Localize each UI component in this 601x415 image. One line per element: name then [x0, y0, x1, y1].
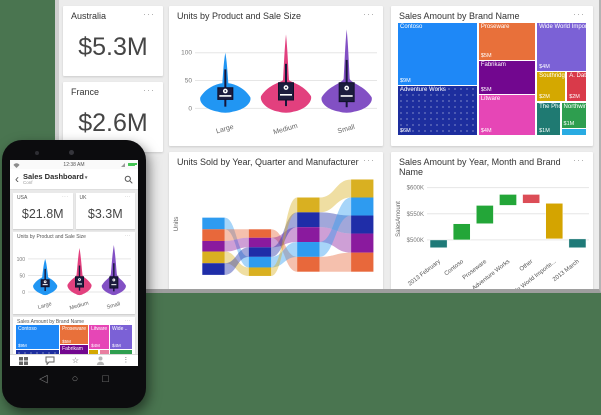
card-title: USA	[17, 195, 28, 201]
treemap-node[interactable]: Contoso $9M	[16, 325, 59, 350]
back-icon[interactable]: ‹	[15, 172, 19, 186]
svg-text:2013 February: 2013 February	[407, 259, 441, 288]
card-usa[interactable]: USA ··· $21.8M	[13, 193, 73, 229]
app-bar: ‹ Sales Dashboard▾ Conf	[10, 169, 138, 190]
svg-text:Medium: Medium	[273, 123, 299, 137]
dashboard-title: Sales Dashboard	[23, 171, 84, 181]
camera-dot	[35, 151, 39, 155]
svg-text:Contoso: Contoso	[444, 258, 466, 277]
treemap-node[interactable]: Litware $4M	[478, 94, 536, 135]
svg-text:0: 0	[188, 105, 192, 112]
treemap-node[interactable]: A. Datum$2M	[567, 72, 586, 102]
treemap-node[interactable]: Litware $4M	[89, 325, 109, 350]
ribbon-chart: Units	[173, 179, 374, 276]
dashboard-subtitle: Conf	[23, 179, 33, 185]
treemap-node[interactable]: The Pho..$1M	[537, 102, 560, 135]
comments-icon[interactable]	[45, 356, 55, 365]
svg-text:Units: Units	[173, 216, 180, 232]
phone-toolbar: ☆ ⋮	[10, 354, 138, 366]
tile-title: Units by Product and Sale Size	[17, 234, 86, 240]
nav-back-icon[interactable]: ◁	[39, 373, 48, 385]
status-time: 12:38 AM	[63, 161, 85, 168]
tile-menu-icon[interactable]: ···	[124, 194, 131, 200]
person-icon[interactable]	[96, 356, 105, 365]
svg-text:Large: Large	[215, 124, 234, 136]
treemap-node[interactable]: Wide World Importers$4M	[537, 23, 586, 72]
tile-menu-icon[interactable]: ···	[363, 155, 375, 165]
dashboards-grid-icon[interactable]	[18, 356, 28, 365]
nav-recents-icon[interactable]: □	[102, 373, 109, 385]
svg-text:Large: Large	[37, 301, 52, 310]
kpi-value-australia: $5.3M	[78, 33, 148, 61]
treemap-node[interactable]: Adventure Works $6M	[398, 85, 477, 135]
phone-tile-units-by-product[interactable]: Units by Product and Sale Size ··· 0 50 10…	[13, 232, 135, 314]
battery-icon	[128, 162, 137, 166]
svg-text:Small: Small	[106, 301, 121, 310]
tile-menu-icon[interactable]: ···	[124, 318, 131, 324]
android-nav-bar: ◁ ○ □	[2, 372, 146, 386]
kpi-value-usa: $21.8M	[21, 207, 64, 221]
tile-title: Sales Amount by Year, Month and Brand Na…	[399, 157, 561, 177]
card-uk[interactable]: UK ··· $3.3M	[75, 193, 135, 229]
overflow-menu-icon[interactable]: ⋮	[122, 357, 130, 364]
treemap-node[interactable]: Northwin..$1M	[561, 102, 586, 129]
card-title: UK	[79, 195, 87, 201]
signal-icon	[121, 162, 125, 167]
status-bar: 12:38 AM	[10, 160, 138, 169]
svg-text:100: 100	[17, 257, 26, 263]
treemap-node[interactable]: Proseware $5M	[478, 23, 536, 60]
tile-menu-icon[interactable]: ···	[124, 233, 131, 239]
tile-title: Sales Amount by Brand Name	[399, 11, 520, 21]
violin-chart-phone: 0 50 100 Large Medium Small	[17, 244, 131, 312]
svg-text:SalesAmount: SalesAmount	[396, 201, 402, 237]
tile-title: Australia	[71, 11, 107, 21]
tile-menu-icon[interactable]: ···	[573, 9, 585, 19]
tile-title: Units by Product and Sale Size	[177, 11, 302, 21]
treemap-chart: Contoso $9M Adventure Works $6M Proseware $5M…	[398, 23, 586, 135]
treemap-node[interactable]: Wide .. $4M	[109, 325, 132, 350]
svg-text:0: 0	[22, 290, 25, 296]
svg-text:100: 100	[181, 50, 192, 57]
tile-units-sold-ribbon[interactable]: Units Sold by Year, Quarter and Manufact…	[169, 152, 383, 289]
favorite-star-icon[interactable]: ☆	[71, 355, 80, 365]
tile-menu-icon[interactable]: ···	[363, 9, 375, 19]
svg-text:$500K: $500K	[407, 238, 424, 244]
earpiece-dot	[69, 150, 74, 155]
svg-text:Small: Small	[337, 124, 356, 136]
svg-text:$600K: $600K	[407, 186, 424, 192]
nav-home-icon[interactable]: ○	[71, 373, 79, 385]
treemap-node[interactable]: Fabrikam $5M	[478, 61, 536, 94]
tile-sales-by-brand[interactable]: Sales Amount by Brand Name ··· Contoso $9…	[391, 6, 593, 146]
tile-title: France	[71, 87, 100, 97]
svg-text:50: 50	[19, 273, 25, 279]
treemap-node[interactable]: Contoso $9M	[398, 23, 477, 85]
tile-units-by-product[interactable]: Units by Product and Sale Size ··· 0 50 10…	[169, 6, 383, 146]
chevron-down-icon[interactable]: ▾	[84, 174, 88, 181]
svg-text:50: 50	[185, 78, 193, 85]
wifi-icon	[13, 163, 20, 168]
treemap-node[interactable]: Southridge ..$2M	[537, 72, 566, 102]
kpi-value-uk: $3.3M	[87, 207, 123, 221]
kpi-cards-row: USA ··· $21.8M UK ··· $3.3M	[10, 190, 138, 232]
tile-title: Units Sold by Year, Quarter and Manufact…	[177, 157, 359, 167]
kpi-value-france: $2.6M	[78, 109, 148, 137]
svg-text:Medium: Medium	[69, 300, 90, 310]
phone-screen: 12:38 AM ‹ Sales Dashboard▾ Conf	[10, 160, 138, 366]
tile-australia[interactable]: Australia ··· $5.3M	[63, 6, 163, 76]
tile-menu-icon[interactable]: ···	[143, 85, 155, 95]
svg-text:$550K: $550K	[407, 212, 424, 218]
svg-text:Other: Other	[519, 259, 535, 273]
search-icon[interactable]	[124, 175, 133, 184]
treemap-node[interactable]: Proseware $5M	[60, 325, 88, 345]
tile-menu-icon[interactable]: ···	[62, 194, 69, 200]
treemap-node[interactable]	[561, 129, 586, 135]
tile-sales-waterfall[interactable]: Sales Amount by Year, Month and Brand Na…	[391, 152, 593, 289]
violin-chart: 0 50 100 Large Medium Small	[181, 29, 377, 137]
phone: 12:38 AM ‹ Sales Dashboard▾ Conf	[2, 140, 146, 408]
tile-title: Sales Amount by Brand Name	[17, 319, 84, 325]
tile-menu-icon[interactable]: ···	[143, 9, 155, 19]
tile-menu-icon[interactable]: ···	[573, 155, 585, 165]
